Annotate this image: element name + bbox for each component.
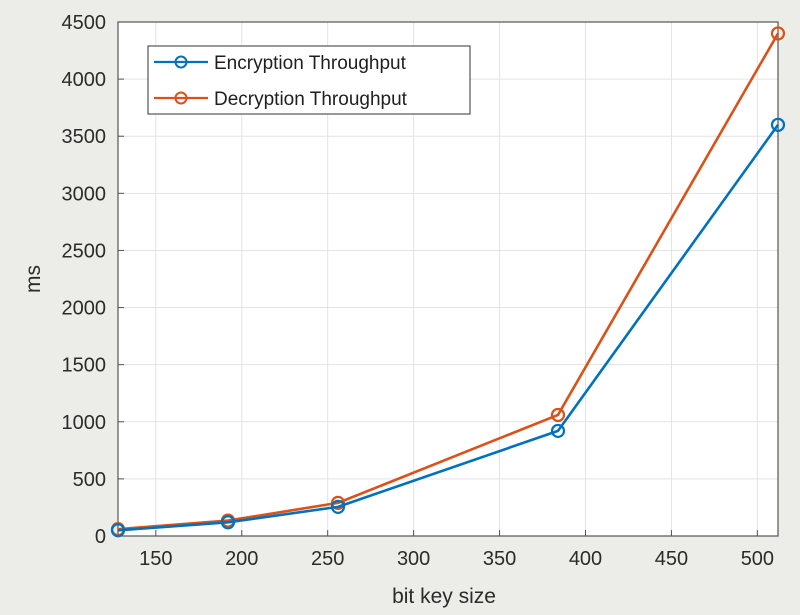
legend-box [147,45,471,115]
x-tick-label: 250 [311,548,344,570]
series-line-encryption [117,124,780,532]
x-tick-label: 200 [225,548,258,570]
data-point-encryption [220,515,236,530]
x-tick-label: 500 [741,548,774,570]
legend-label-decryption: Decryption Throughput [214,89,408,110]
y-tick-label: 2000 [62,298,107,320]
plot-border [117,21,779,537]
legend-marker-encryption [174,55,188,69]
legend-marker-decryption [174,91,188,105]
data-point-encryption [330,499,346,514]
y-axis-title: ms [22,265,45,293]
data-point-decryption [770,26,786,41]
data-point-decryption [330,495,346,510]
data-point-encryption [770,117,786,132]
data-point-encryption [110,523,126,538]
y-tick-label: 500 [73,469,106,491]
series-layer [110,26,786,538]
data-point-encryption [550,423,566,439]
x-tick-label: 150 [139,548,172,570]
y-tick-label: 4500 [62,12,107,34]
legend-label-encryption: Encryption Throughput [214,53,407,74]
x-axis-title: bit key size [392,585,496,608]
series-line-decryption [117,32,780,531]
y-tick-label: 1500 [62,355,107,377]
x-tick-label: 300 [397,548,430,570]
y-tick-label: 2500 [62,240,107,262]
x-tick-label: 350 [483,548,516,570]
y-tick-label: 3500 [62,126,107,148]
legend: Encryption Throughput Decryption Through… [147,45,471,115]
y-tick-label: 4000 [62,69,107,91]
y-tick-label: 0 [95,526,106,548]
y-tick-label: 1000 [62,412,107,434]
axis-ticks: 150 200 250 300 350 400 450 500 0 500 1000 1500 2000… [62,12,775,570]
x-tick-label: 450 [655,548,688,570]
y-tick-label: 3000 [62,183,107,205]
x-tick-label: 400 [569,548,602,570]
data-point-decryption [550,407,566,423]
